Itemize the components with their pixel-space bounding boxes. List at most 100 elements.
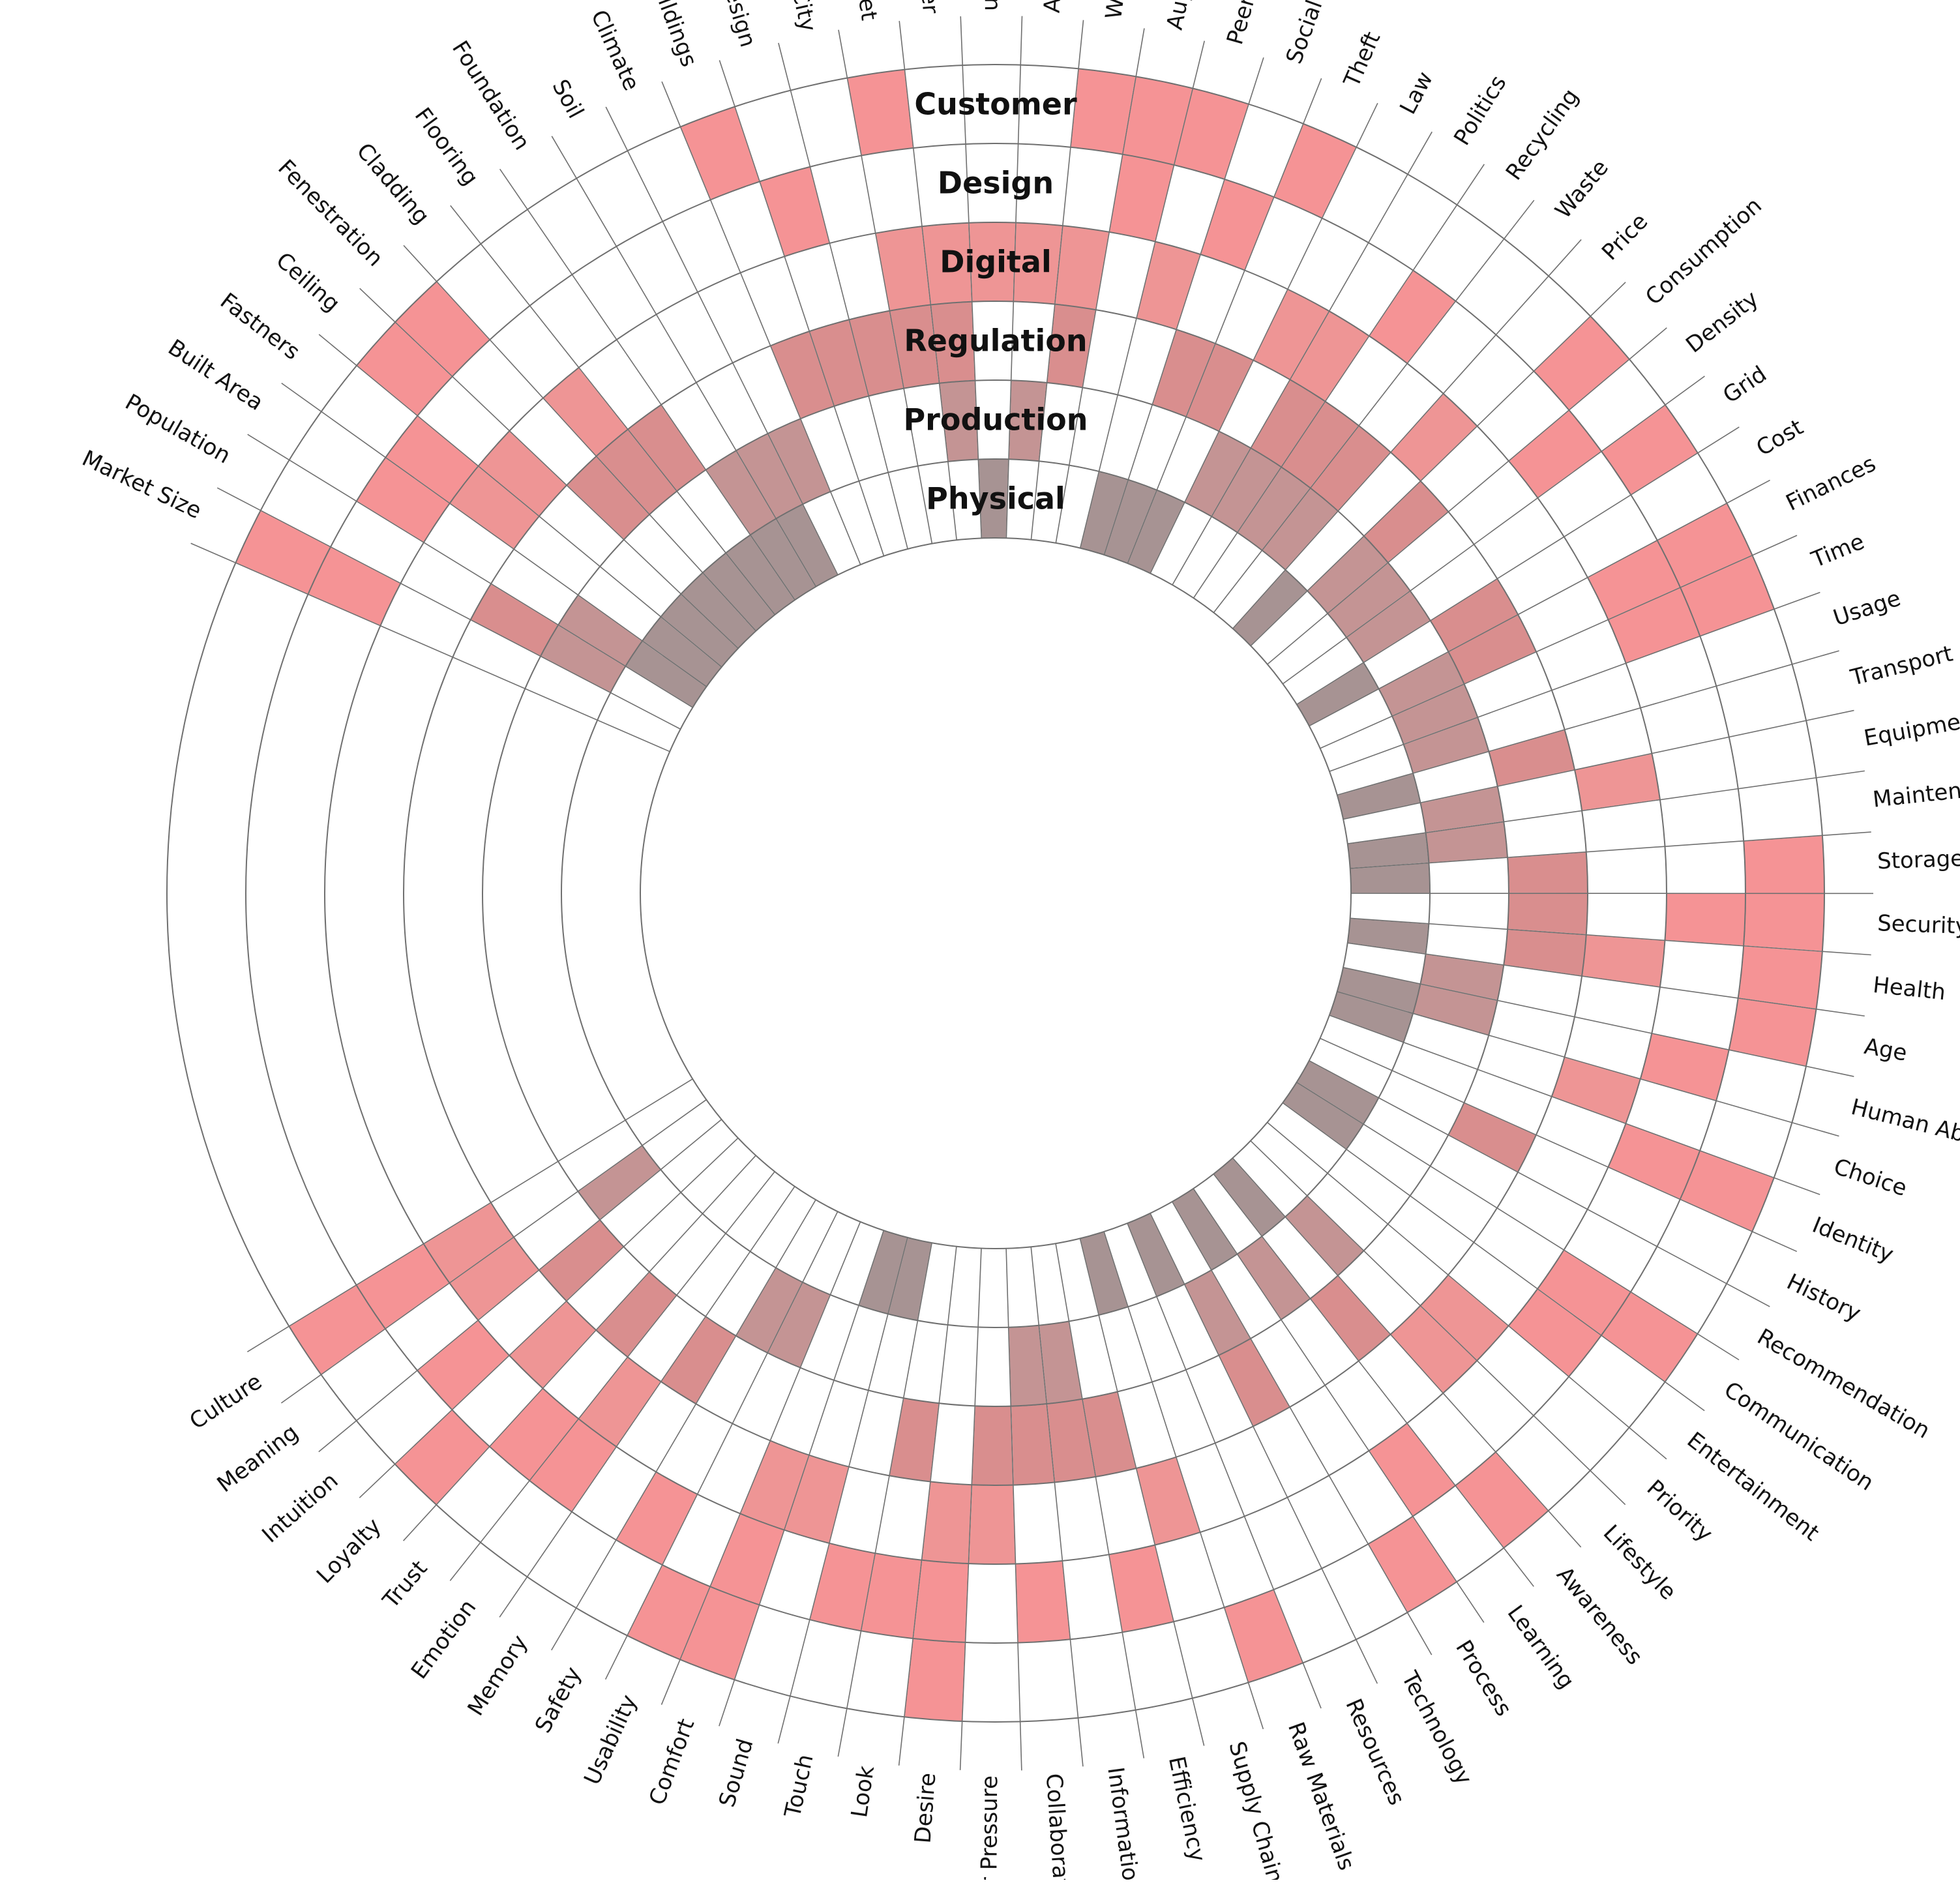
topic-label-priority: Priority (1642, 1475, 1718, 1547)
ring-label-customer: Customer (914, 87, 1077, 122)
cell-lifestyle-production (1285, 1196, 1363, 1275)
cell-supply-chain-physical (1080, 1232, 1128, 1315)
topic-label-built-area: Built Area (163, 334, 268, 416)
topic-label-comfort: Comfort (644, 1715, 700, 1809)
topic-label-ceiling: Ceiling (271, 247, 344, 317)
cell-health-digital (1582, 935, 1665, 987)
topic-label-meaning: Meaning (213, 1419, 304, 1498)
topic-label-equipment: Equipment (1862, 705, 1960, 752)
spoke-line (1172, 1202, 1432, 1655)
topic-label-lifestyle: Lifestyle (1598, 1520, 1682, 1605)
spoke-line (451, 205, 775, 615)
topic-label-work: Work (1101, 0, 1134, 21)
topic-label-transport: Transport (1847, 640, 1955, 691)
cell-health-regulation (1504, 929, 1586, 976)
topic-label-learning: Learning (1502, 1601, 1580, 1694)
spoke-line (500, 169, 795, 600)
cell-storage-regulation (1507, 852, 1588, 894)
cell-transport-regulation (1489, 730, 1575, 786)
topic-label-augmentation: Augmentation (1162, 0, 1219, 32)
cell-price-physical (1233, 570, 1307, 646)
cell-security-customer (1744, 893, 1824, 951)
topic-label-security: Security (1877, 910, 1960, 940)
cell-loyalty-customer (395, 1410, 490, 1505)
topic-label-touch: Touch (780, 1752, 819, 1820)
topic-label-peer-products: Peer Products (1222, 0, 1288, 48)
topic-label-efficiency: Efficiency (1163, 1754, 1210, 1863)
topic-label-finances: Finances (1782, 451, 1880, 516)
topic-label-price: Price (1597, 209, 1653, 266)
topic-label-trust: Trust (378, 1556, 433, 1614)
topic-label-intuition: Intuition (257, 1468, 343, 1548)
topic-label-information: Information (1102, 1766, 1145, 1880)
ring-label-physical: Physical (926, 481, 1065, 516)
ring-label-regulation: Regulation (904, 323, 1087, 359)
topic-label-theft: Theft (1339, 28, 1386, 92)
topic-label-cladding: Cladding (351, 138, 435, 230)
cell-security-regulation (1507, 893, 1588, 935)
topic-label-maintenance: Maintenance (1871, 772, 1960, 813)
topic-label-time: Time (1807, 529, 1868, 574)
topic-label-politics: Politics (1449, 71, 1511, 151)
topic-label-law: Law (1395, 67, 1438, 118)
topic-label-memory: Memory (462, 1631, 533, 1721)
topic-label-loyalty: Loyalty (312, 1513, 387, 1589)
cell-peer-pressure-regulation (972, 1406, 1013, 1485)
topic-label-peer-pressure: Peer Pressure (976, 1775, 1003, 1880)
topic-label-cost: Cost (1752, 414, 1807, 462)
cell-desire-customer (904, 1638, 966, 1721)
spoke-line (1104, 1232, 1263, 1729)
topic-label-waste: Waste (1550, 155, 1614, 224)
inner-circle (640, 538, 1351, 1249)
cell-desire-design (913, 1560, 968, 1642)
cell-storage-customer (1744, 835, 1824, 893)
cell-process-customer (1368, 1517, 1457, 1612)
ring-label-design: Design (938, 166, 1054, 201)
topic-label-foundation: Foundation (447, 37, 535, 155)
topic-label-access: Access (1039, 0, 1070, 14)
topic-label-history: History (1783, 1269, 1865, 1327)
cell-collaboration-design (1015, 1561, 1070, 1643)
cell-security-design (1665, 893, 1745, 946)
topic-label-collaboration: Collaboration (1041, 1773, 1077, 1880)
topic-label-raw-materials: Raw Materials (1283, 1719, 1359, 1874)
topic-label-buildings: Buildings (642, 0, 702, 70)
topic-label-fastners: Fastners (215, 288, 304, 366)
topic-label-awareness: Awareness (1551, 1562, 1648, 1670)
cell-grid-customer (1601, 405, 1698, 495)
topic-label-soil: Soil (547, 75, 589, 123)
topic-label-health: Health (1872, 972, 1947, 1006)
topic-label-technology: Technology (1396, 1667, 1477, 1789)
topic-label-identity: Identity (1809, 1212, 1897, 1268)
ring-label-production: Production (903, 402, 1088, 437)
cell-work-digital (1055, 226, 1109, 310)
topic-label-recycling: Recycling (1501, 84, 1584, 185)
topic-label-internet: Internet (844, 0, 882, 22)
cell-transport-physical (1337, 773, 1421, 819)
topic-label-usability: Usability (579, 1691, 642, 1788)
cell-equipment-digital (1575, 754, 1660, 811)
topic-label-desire: Desire (910, 1772, 941, 1845)
cell-technology-production (1185, 1270, 1251, 1356)
topic-label-population: Population (121, 389, 235, 469)
cell-theft-customer (1274, 124, 1356, 218)
topic-label-flooring: Flooring (409, 103, 484, 190)
topic-label-server: Server (912, 0, 943, 14)
cell-awareness-customer (1455, 1452, 1549, 1548)
cell-intuition-design (417, 1320, 509, 1410)
cell-awareness-physical (1213, 1158, 1285, 1236)
topic-label-safety: Safety (530, 1663, 587, 1738)
topic-label-culture: Culture (185, 1369, 267, 1435)
ring-label-digital: Digital (940, 245, 1051, 280)
topic-label-urban-design: Urban Design (694, 0, 761, 50)
cell-internet-customer (847, 70, 913, 156)
topic-label-market-size: Market Size (78, 445, 205, 524)
topic-label-choice: Choice (1831, 1153, 1910, 1202)
topic-label-process: Process (1450, 1636, 1517, 1721)
topic-label-climate: Climate (586, 6, 644, 95)
cell-human-ability-design (1641, 1033, 1729, 1101)
cell-internet-digital (876, 226, 931, 310)
topic-label-city: City (786, 0, 821, 34)
